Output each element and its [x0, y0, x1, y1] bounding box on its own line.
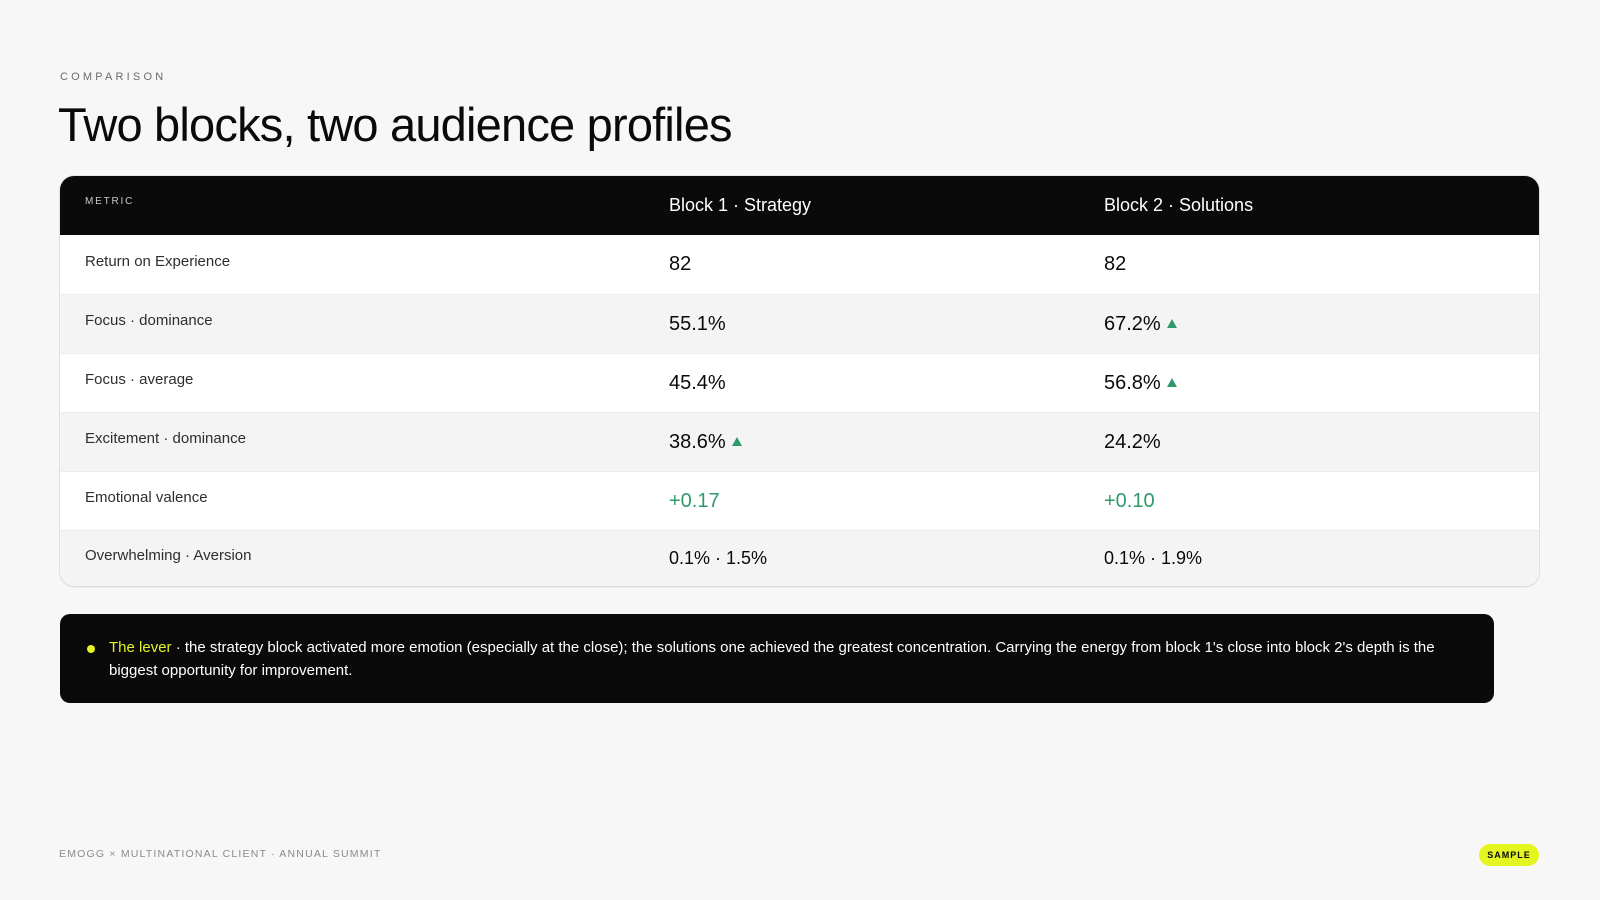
metric-label: Overwhelming · Aversion: [85, 546, 252, 564]
block2-value: 82: [1104, 253, 1127, 275]
metric-label: Excitement · dominance: [85, 430, 246, 447]
comparison-table: METRIC Block 1 · Strategy Block 2 · Solu…: [60, 176, 1539, 586]
table-row: Overwhelming · Aversion 0.1% · 1.5% 0.1%…: [60, 530, 1539, 586]
block1-value: 45.4%: [669, 371, 726, 394]
block2-value: +0.10: [1104, 489, 1155, 512]
header-metric: METRIC: [85, 195, 135, 207]
block1-value: 38.6%: [669, 431, 742, 454]
block1-value: 55.1%: [669, 312, 726, 335]
block2-value: 56.8%: [1104, 372, 1177, 395]
table-row: Focus · dominance 55.1% 67.2%: [60, 294, 1539, 353]
table-row: Focus · average 45.4% 56.8%: [60, 353, 1539, 412]
up-arrow-icon: [1166, 377, 1177, 387]
table-row: Return on Experience 82 82: [60, 235, 1539, 294]
block2-value: 24.2%: [1104, 430, 1161, 453]
table-header: METRIC Block 1 · Strategy Block 2 · Solu…: [60, 176, 1539, 235]
block2-value: 67.2%: [1104, 313, 1177, 336]
insight-callout: The lever · the strategy block activated…: [60, 614, 1494, 703]
metric-label: Return on Experience: [85, 252, 231, 270]
callout-lever-label: The lever: [109, 639, 172, 656]
block1-value: 82: [669, 253, 692, 275]
table-body: Return on Experience 82 82 Focus · domin…: [60, 235, 1539, 586]
footer-caption: EMOGG × MULTINATIONAL CLIENT · ANNUAL SU…: [59, 848, 382, 860]
metric-label: Focus · average: [85, 371, 194, 388]
metric-label: Focus · dominance: [85, 312, 213, 329]
block1-value: 0.1% · 1.5%: [669, 548, 768, 568]
header-block2: Block 2 · Solutions: [1104, 195, 1254, 215]
bullet-dot-icon: [87, 645, 95, 653]
metric-label: Emotional valence: [85, 489, 208, 506]
header-block1: Block 1 · Strategy: [669, 195, 812, 215]
callout-text: · the strategy block activated more emot…: [109, 639, 1435, 679]
block1-value: +0.17: [669, 489, 720, 512]
table-row: Emotional valence +0.17 +0.10: [60, 471, 1539, 530]
block2-value: 0.1% · 1.9%: [1104, 548, 1203, 568]
table-row: Excitement · dominance 38.6% 24.2%: [60, 412, 1539, 471]
up-arrow-icon: [731, 436, 742, 446]
eyebrow-label: COMPARISON: [60, 71, 167, 83]
up-arrow-icon: [1166, 318, 1177, 328]
sample-badge: SAMPLE: [1479, 844, 1539, 866]
page-title: Two blocks, two audience profiles: [58, 98, 733, 151]
